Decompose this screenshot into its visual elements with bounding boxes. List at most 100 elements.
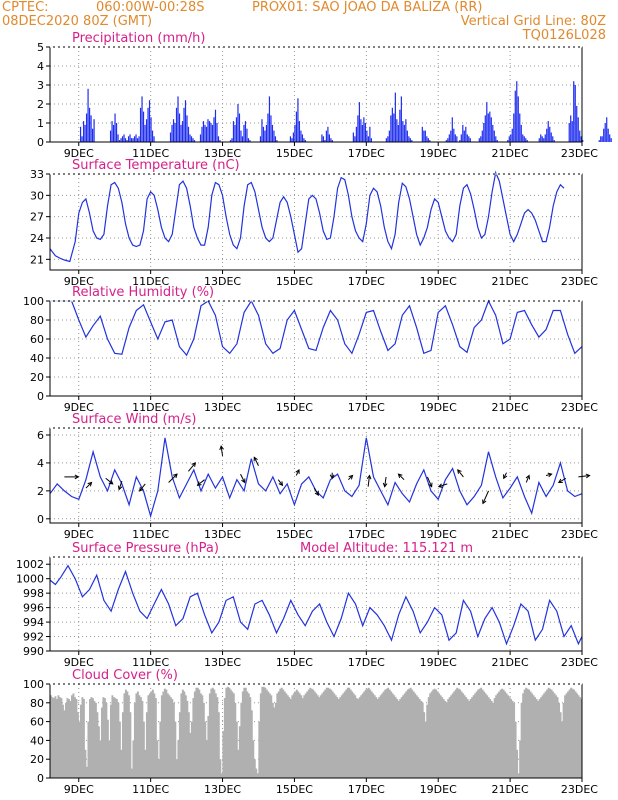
precip-bar [139,107,142,142]
cloud-bar [103,698,106,778]
cloud-bar [364,689,367,778]
precip-bar [355,126,357,142]
cloud-bar [375,697,378,778]
cloud-bar [253,759,256,778]
x-tick-label: 17DEC [348,147,385,160]
precip-bar [289,136,292,142]
precip-bar [511,128,513,142]
cloud-bar [151,689,154,778]
cloud-bar [141,700,144,778]
cloud-bar [366,688,369,778]
y-tick-label: 0 [37,136,44,149]
x-tick-label: 23DEC [561,275,598,288]
cloud-bar [505,693,508,778]
cloud-bar [130,768,133,778]
cloud-bar [187,712,190,778]
precip-bar [327,126,329,142]
cloud-bar [502,689,505,778]
wind-arrowhead [382,482,388,488]
cloud-bar [319,695,322,778]
precip-bar [495,136,497,142]
cloud-bar [192,698,195,778]
wind-arrowhead [314,491,319,496]
precip-bar [178,113,181,142]
precip-bar [181,121,184,142]
precip-bar [322,136,325,142]
cloud-bar [165,689,168,778]
cloud-bar [54,696,57,778]
panel-title: Surface Wind (m/s) [72,412,196,427]
y-tick-label: 1 [37,117,44,130]
cloud-bar [498,691,501,778]
cloud-bar [210,688,213,778]
cloud-bar [295,689,298,778]
x-tick-label: 23DEC [561,783,598,796]
cloud-bar [72,693,75,778]
precip-bar [213,117,215,142]
cloud-bar [445,702,448,778]
cloud-bar [421,702,424,778]
cloud-bar [156,740,159,778]
precip-bar [406,130,408,142]
cloud-bar [321,693,324,778]
cloud-bar [334,695,337,778]
precip-bar [463,130,465,142]
y-tick-label: 994 [23,616,44,629]
cloud-bar [121,712,124,778]
x-tick-label: 23DEC [561,656,598,669]
precip-bar [579,130,581,142]
cloud-bar [405,691,408,778]
cloud-bar [534,697,537,778]
precip-bar [81,136,83,142]
pres-line [49,564,583,646]
precip-bar [192,138,194,142]
precip-bar [324,140,326,142]
precip-bar [606,117,608,142]
cloud-bar [85,766,88,778]
x-tick-label: 11DEC [132,528,169,541]
precip-bar [580,136,582,142]
cloud-bar [562,702,565,778]
cloud-bar [99,740,102,778]
precip-bar [552,136,554,142]
precip-bar [489,111,491,142]
cloud-bar [340,695,343,778]
cloud-bar [117,702,120,778]
cloud-bar [568,689,571,778]
precip-bar [270,115,272,142]
cloud-bar [333,693,336,778]
precip-bar [208,121,211,142]
cloud-bar [81,697,84,778]
cloud-bar [357,699,360,778]
cloud-bar [556,697,559,778]
x-tick-label: 11DEC [132,783,169,796]
cloud-bar [300,695,303,778]
cloud-bar [447,699,450,778]
cloud-bar [426,704,429,778]
cloud-bar [552,691,555,778]
cloud-bar [288,697,291,778]
precip-bar [304,140,307,142]
wind-arrowhead [278,481,284,487]
cloud-bar [355,698,358,778]
precip-bar [244,121,247,142]
y-tick-label: 990 [23,645,44,658]
precip-bar [465,126,467,142]
wind-arrowhead [117,485,123,491]
precip-bar [219,140,221,142]
cloud-bar [163,688,166,778]
cloud-bar [466,699,469,778]
cloud-bar [219,759,222,778]
wind-arrow [384,476,387,487]
cloud-bar [220,773,223,778]
cloud-bar [382,691,385,778]
cloud-bar [193,691,196,778]
precip-bar [138,136,140,142]
cloud-bar [222,731,225,778]
precip-bar [201,126,203,142]
cloud-bar [153,693,156,778]
cloud-bar [279,688,282,778]
precip-bar [397,124,399,142]
precip-bar [111,121,113,142]
cloud-bar [208,693,211,778]
